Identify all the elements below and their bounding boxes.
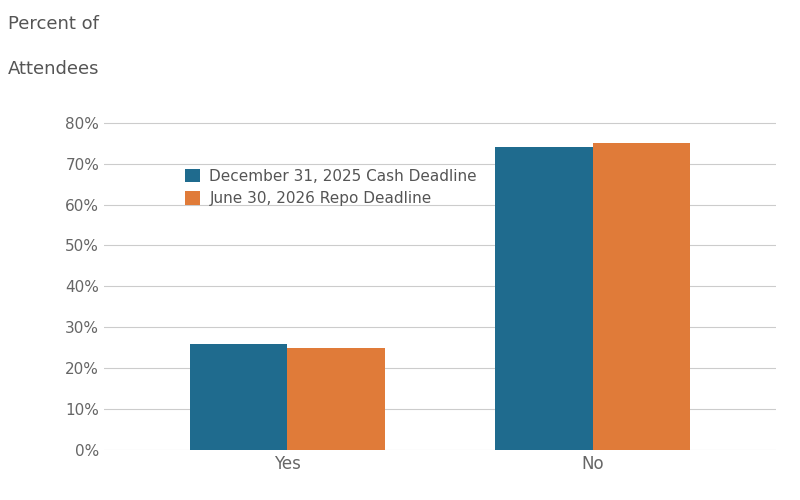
Text: Percent of: Percent of	[8, 15, 99, 33]
Bar	[593, 143, 690, 450]
Bar	[287, 348, 385, 450]
Legend: December 31, 2025 Cash Deadline, June 30, 2026 Repo Deadline: December 31, 2025 Cash Deadline, June 30…	[179, 162, 483, 212]
Bar	[495, 148, 593, 450]
Bar	[190, 344, 287, 450]
Text: Attendees: Attendees	[8, 60, 99, 78]
